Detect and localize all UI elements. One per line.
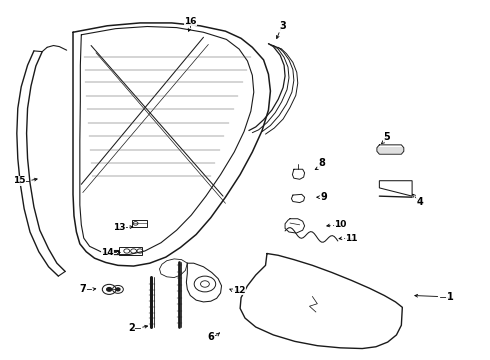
Bar xyxy=(132,220,147,226)
Text: 1: 1 xyxy=(447,292,454,302)
Text: 4: 4 xyxy=(416,197,423,207)
Text: 5: 5 xyxy=(383,132,390,142)
Text: 14: 14 xyxy=(101,248,114,257)
Text: 9: 9 xyxy=(321,192,327,202)
Text: 6: 6 xyxy=(207,332,214,342)
Text: 15: 15 xyxy=(13,176,25,185)
Text: 16: 16 xyxy=(184,17,196,26)
Text: 7: 7 xyxy=(79,284,86,294)
Text: 11: 11 xyxy=(345,234,358,243)
Text: 8: 8 xyxy=(319,158,326,168)
Text: 13: 13 xyxy=(113,223,125,232)
Text: 2: 2 xyxy=(128,323,135,333)
Text: 12: 12 xyxy=(233,286,245,295)
Circle shape xyxy=(116,288,120,291)
Circle shape xyxy=(107,288,112,291)
Text: 3: 3 xyxy=(280,21,287,31)
Bar xyxy=(119,247,143,255)
Text: 10: 10 xyxy=(334,220,346,229)
